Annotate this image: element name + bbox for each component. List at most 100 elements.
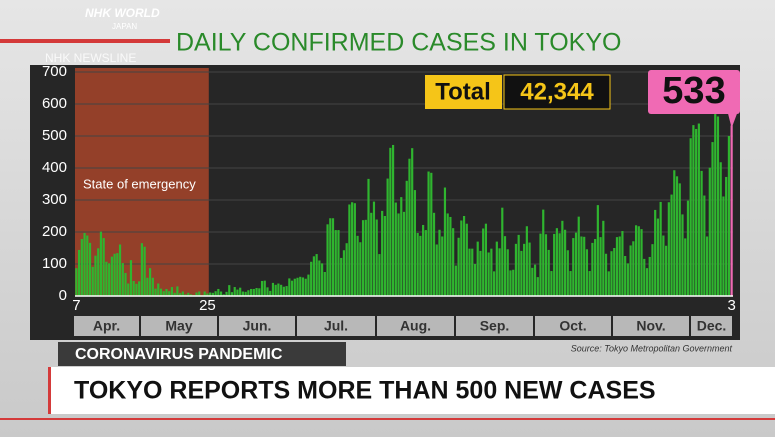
- month-box: [691, 316, 732, 336]
- month-box: [377, 316, 454, 336]
- bar: [165, 288, 168, 296]
- bar: [413, 190, 417, 296]
- bar: [675, 176, 679, 296]
- bar: [539, 233, 542, 296]
- bar: [247, 290, 250, 296]
- bar: [654, 209, 657, 296]
- bar: [345, 243, 348, 296]
- bar: [411, 148, 414, 296]
- bar: [296, 277, 299, 296]
- bar: [252, 288, 255, 296]
- bar: [640, 229, 643, 296]
- bar: [621, 231, 624, 296]
- bar: [217, 288, 220, 296]
- bar: [454, 265, 457, 296]
- bar: [307, 274, 310, 296]
- bar: [613, 248, 616, 296]
- bar: [310, 261, 313, 296]
- red-accent: [0, 39, 170, 43]
- bar: [528, 242, 531, 296]
- bar: [124, 272, 127, 296]
- x-tick-label: 3: [727, 297, 735, 314]
- bar: [695, 128, 698, 296]
- bar: [604, 253, 608, 296]
- bar: [118, 244, 122, 296]
- month-box: [613, 316, 689, 336]
- total-label-box: [425, 75, 502, 109]
- total-value-box: [503, 74, 611, 110]
- bar: [375, 219, 378, 296]
- bar: [577, 216, 580, 296]
- bar: [189, 294, 193, 296]
- bar: [75, 268, 78, 296]
- bar: [282, 286, 285, 296]
- bar: [353, 203, 356, 296]
- bar: [378, 254, 381, 296]
- month-label: Dec.: [697, 318, 727, 334]
- bar: [637, 226, 640, 296]
- bar: [711, 142, 714, 296]
- bar: [383, 216, 386, 296]
- bar: [340, 257, 343, 296]
- bar: [416, 232, 419, 296]
- bar: [430, 172, 433, 296]
- bar: [624, 256, 627, 296]
- banner-tag: CORONAVIRUS PANDEMIC: [75, 346, 283, 363]
- bar: [465, 223, 468, 296]
- bar: [170, 287, 174, 296]
- bar: [405, 180, 408, 296]
- bar: [173, 292, 176, 296]
- bar: [269, 290, 272, 296]
- bar: [493, 271, 496, 296]
- bar: [615, 237, 619, 296]
- bar: [580, 236, 583, 296]
- bar: [583, 236, 586, 296]
- bar: [337, 230, 340, 296]
- bar: [602, 220, 605, 296]
- bar: [533, 264, 537, 296]
- bar: [689, 138, 692, 296]
- bar: [266, 287, 269, 296]
- bar: [686, 200, 690, 296]
- bar: [348, 204, 351, 296]
- bar: [509, 270, 512, 296]
- bar: [394, 202, 397, 296]
- bar: [544, 234, 548, 296]
- bar: [599, 237, 602, 296]
- bar: [435, 244, 438, 296]
- bar: [143, 246, 146, 296]
- chart-title: DAILY CONFIRMED CASES IN TOKYO: [176, 29, 621, 57]
- bar: [722, 196, 725, 296]
- bar: [176, 286, 179, 296]
- bar: [427, 171, 430, 296]
- bar: [716, 116, 720, 296]
- bar: [116, 253, 119, 296]
- bar: [536, 277, 539, 296]
- bar: [408, 158, 411, 296]
- bar: [681, 214, 684, 296]
- month-box: [535, 316, 611, 336]
- bar: [315, 254, 318, 296]
- bar: [468, 248, 471, 296]
- month-box: [456, 316, 533, 336]
- bar: [323, 272, 326, 296]
- bar: [397, 213, 400, 296]
- bar: [86, 235, 89, 296]
- bar: [594, 239, 597, 296]
- bar: [563, 229, 567, 296]
- bar: [665, 245, 668, 296]
- bar: [83, 232, 86, 296]
- bar: [129, 260, 133, 296]
- bar: [473, 264, 477, 296]
- bottom-line: [0, 418, 775, 420]
- bar: [523, 243, 526, 296]
- bar: [367, 178, 370, 296]
- y-tick-label: 500: [42, 127, 67, 144]
- bar: [381, 210, 384, 296]
- bar: [471, 248, 474, 296]
- bar: [572, 238, 575, 296]
- bar: [110, 256, 113, 296]
- bar: [487, 252, 490, 296]
- bar: [329, 218, 332, 296]
- bar: [555, 228, 558, 296]
